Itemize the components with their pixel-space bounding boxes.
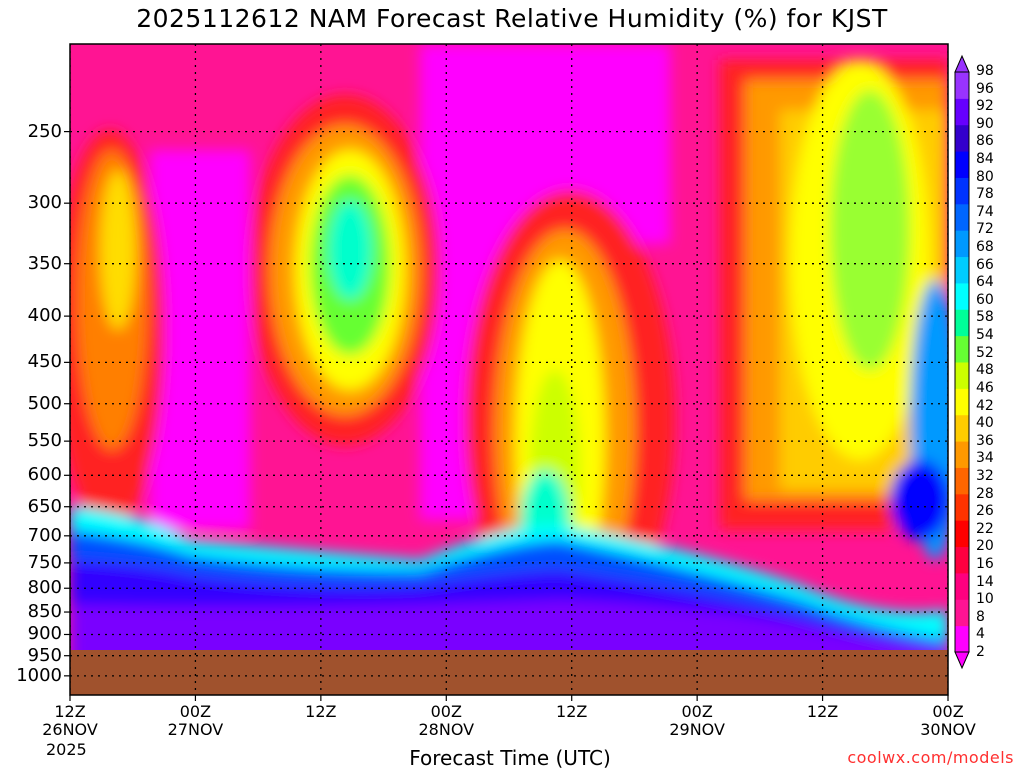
colorbar-label: 58 bbox=[976, 309, 994, 326]
colorbar-label: 60 bbox=[976, 291, 994, 308]
colorbar-segment bbox=[955, 625, 969, 653]
plot-frame bbox=[69, 43, 949, 696]
x-tick-date-label: 26NOV bbox=[42, 720, 98, 739]
y-tick-label: 300 bbox=[27, 192, 62, 214]
colorbar-segment bbox=[955, 177, 969, 205]
colorbar-segment bbox=[955, 467, 969, 495]
year-label: 2025 bbox=[46, 740, 87, 759]
colorbar-label: 54 bbox=[976, 327, 994, 344]
colorbar-label: 68 bbox=[976, 239, 994, 256]
colorbar-label: 16 bbox=[976, 555, 994, 572]
colorbar-segment bbox=[955, 203, 969, 231]
colorbar-segment bbox=[955, 493, 969, 521]
colorbar-segment bbox=[955, 98, 969, 126]
colorbar-segment bbox=[955, 230, 969, 258]
colorbar-segment bbox=[955, 441, 969, 468]
colorbar-label: 80 bbox=[976, 168, 994, 185]
x-axis-title: Forecast Time (UTC) bbox=[409, 746, 611, 770]
colorbar-label: 32 bbox=[976, 467, 994, 484]
colorbar-segment bbox=[955, 124, 969, 152]
colorbar-segment bbox=[955, 151, 969, 178]
y-tick-label: 750 bbox=[27, 551, 62, 573]
colorbar-segment bbox=[955, 362, 969, 389]
axis-ticks bbox=[64, 131, 949, 701]
colorbar-label: 20 bbox=[976, 538, 994, 555]
colorbar-label: 48 bbox=[976, 362, 994, 379]
x-tick-date-label: 30NOV bbox=[920, 720, 976, 739]
y-tick-label: 250 bbox=[27, 120, 62, 142]
colorbar-segment bbox=[955, 72, 969, 99]
y-tick-label: 1000 bbox=[16, 664, 62, 686]
colorbar-label: 52 bbox=[976, 344, 994, 361]
colorbar-segment bbox=[955, 599, 969, 627]
colorbar-label: 28 bbox=[976, 485, 994, 502]
colorbar-label: 8 bbox=[976, 608, 985, 625]
colorbar-label: 4 bbox=[976, 626, 985, 643]
chart-title: 2025112612 NAM Forecast Relative Humidit… bbox=[136, 4, 888, 33]
colorbar-segment bbox=[955, 520, 969, 548]
colorbar-segment bbox=[955, 282, 969, 310]
colorbar-segment bbox=[955, 309, 969, 337]
colorbar-label: 34 bbox=[976, 450, 994, 467]
y-tick-label: 900 bbox=[27, 623, 62, 645]
credit-link[interactable]: coolwx.com/models bbox=[847, 748, 1014, 767]
y-tick-label: 500 bbox=[27, 392, 62, 414]
colorbar-label: 78 bbox=[976, 186, 994, 203]
x-tick-date-label: 27NOV bbox=[167, 720, 224, 739]
colorbar-segment bbox=[955, 256, 969, 284]
y-tick-label: 700 bbox=[27, 524, 62, 546]
colorbar-label: 72 bbox=[976, 221, 994, 238]
colorbar-label: 64 bbox=[976, 274, 994, 291]
colorbar-label: 92 bbox=[976, 98, 994, 115]
colorbar bbox=[954, 54, 970, 670]
y-tick-label: 650 bbox=[27, 495, 62, 517]
y-tick-label: 550 bbox=[27, 430, 62, 452]
colorbar-label: 22 bbox=[976, 520, 994, 537]
colorbar-label: 86 bbox=[976, 133, 994, 150]
ground bbox=[70, 650, 948, 695]
colorbar-segment bbox=[955, 388, 969, 416]
x-tick-label: 12Z bbox=[54, 702, 86, 721]
x-tick-date-label: 29NOV bbox=[669, 720, 725, 739]
colorbar-label: 2 bbox=[976, 644, 985, 660]
x-tick-date-label: 28NOV bbox=[418, 720, 475, 739]
colorbar-segment bbox=[955, 572, 969, 600]
x-tick-label: 12Z bbox=[556, 702, 588, 721]
y-tick-label: 600 bbox=[27, 464, 62, 486]
colorbar-label: 98 bbox=[976, 63, 994, 79]
colorbar-label: 74 bbox=[976, 203, 994, 220]
humidity-field bbox=[70, 44, 948, 695]
colorbar-frame bbox=[954, 71, 970, 653]
colorbar-label: 40 bbox=[976, 415, 994, 432]
colorbar-label: 84 bbox=[976, 151, 994, 168]
colorbar-segment bbox=[955, 546, 969, 574]
x-tick-label: 00Z bbox=[430, 702, 462, 721]
colorbar-label: 90 bbox=[976, 115, 994, 132]
y-tick-label: 800 bbox=[27, 577, 62, 599]
y-tick-label: 350 bbox=[27, 252, 62, 274]
colorbar-segment bbox=[955, 335, 969, 363]
y-tick-label: 450 bbox=[27, 351, 62, 373]
colorbar-label: 14 bbox=[976, 573, 994, 590]
colorbar-label: 26 bbox=[976, 503, 994, 520]
x-tick-label: 12Z bbox=[305, 702, 337, 721]
x-tick-label: 00Z bbox=[932, 702, 964, 721]
x-tick-label: 00Z bbox=[681, 702, 713, 721]
colorbar-segment bbox=[955, 414, 969, 442]
x-tick-label: 00Z bbox=[179, 702, 212, 721]
y-tick-label: 950 bbox=[27, 644, 62, 666]
colorbar-label: 66 bbox=[976, 256, 994, 273]
colorbar-label: 42 bbox=[976, 397, 994, 414]
colorbar-label: 96 bbox=[976, 80, 994, 97]
y-tick-label: 400 bbox=[27, 305, 62, 327]
x-tick-label: 12Z bbox=[806, 702, 839, 721]
colorbar-label: 46 bbox=[976, 379, 994, 396]
colorbar-label: 36 bbox=[976, 432, 994, 449]
colorbar-bottom-arrow bbox=[954, 651, 970, 670]
colorbar-label: 10 bbox=[976, 591, 994, 608]
y-tick-label: 850 bbox=[27, 601, 62, 623]
colorbar-top-arrow bbox=[954, 54, 970, 73]
